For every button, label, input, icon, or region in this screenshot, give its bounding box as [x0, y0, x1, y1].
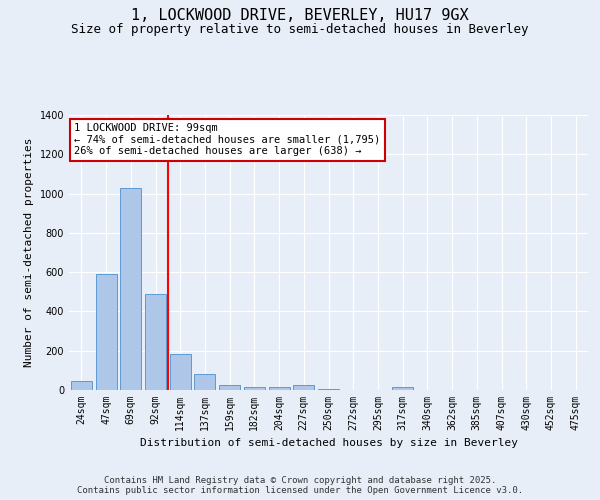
Text: 1 LOCKWOOD DRIVE: 99sqm
← 74% of semi-detached houses are smaller (1,795)
26% of: 1 LOCKWOOD DRIVE: 99sqm ← 74% of semi-de… — [74, 123, 380, 156]
Bar — [219, 384, 240, 390]
Bar — [170, 354, 191, 390]
Bar — [244, 387, 265, 390]
Bar — [318, 389, 339, 390]
Y-axis label: Number of semi-detached properties: Number of semi-detached properties — [24, 138, 34, 367]
Bar — [269, 387, 290, 390]
Bar — [145, 294, 166, 390]
Bar — [392, 387, 413, 390]
Bar — [194, 374, 215, 390]
Text: Contains HM Land Registry data © Crown copyright and database right 2025.
Contai: Contains HM Land Registry data © Crown c… — [77, 476, 523, 495]
Bar — [120, 188, 141, 390]
Bar — [71, 381, 92, 390]
Text: Distribution of semi-detached houses by size in Beverley: Distribution of semi-detached houses by … — [140, 438, 518, 448]
Bar — [95, 274, 116, 390]
Bar — [293, 385, 314, 390]
Text: Size of property relative to semi-detached houses in Beverley: Size of property relative to semi-detach… — [71, 22, 529, 36]
Text: 1, LOCKWOOD DRIVE, BEVERLEY, HU17 9GX: 1, LOCKWOOD DRIVE, BEVERLEY, HU17 9GX — [131, 8, 469, 22]
